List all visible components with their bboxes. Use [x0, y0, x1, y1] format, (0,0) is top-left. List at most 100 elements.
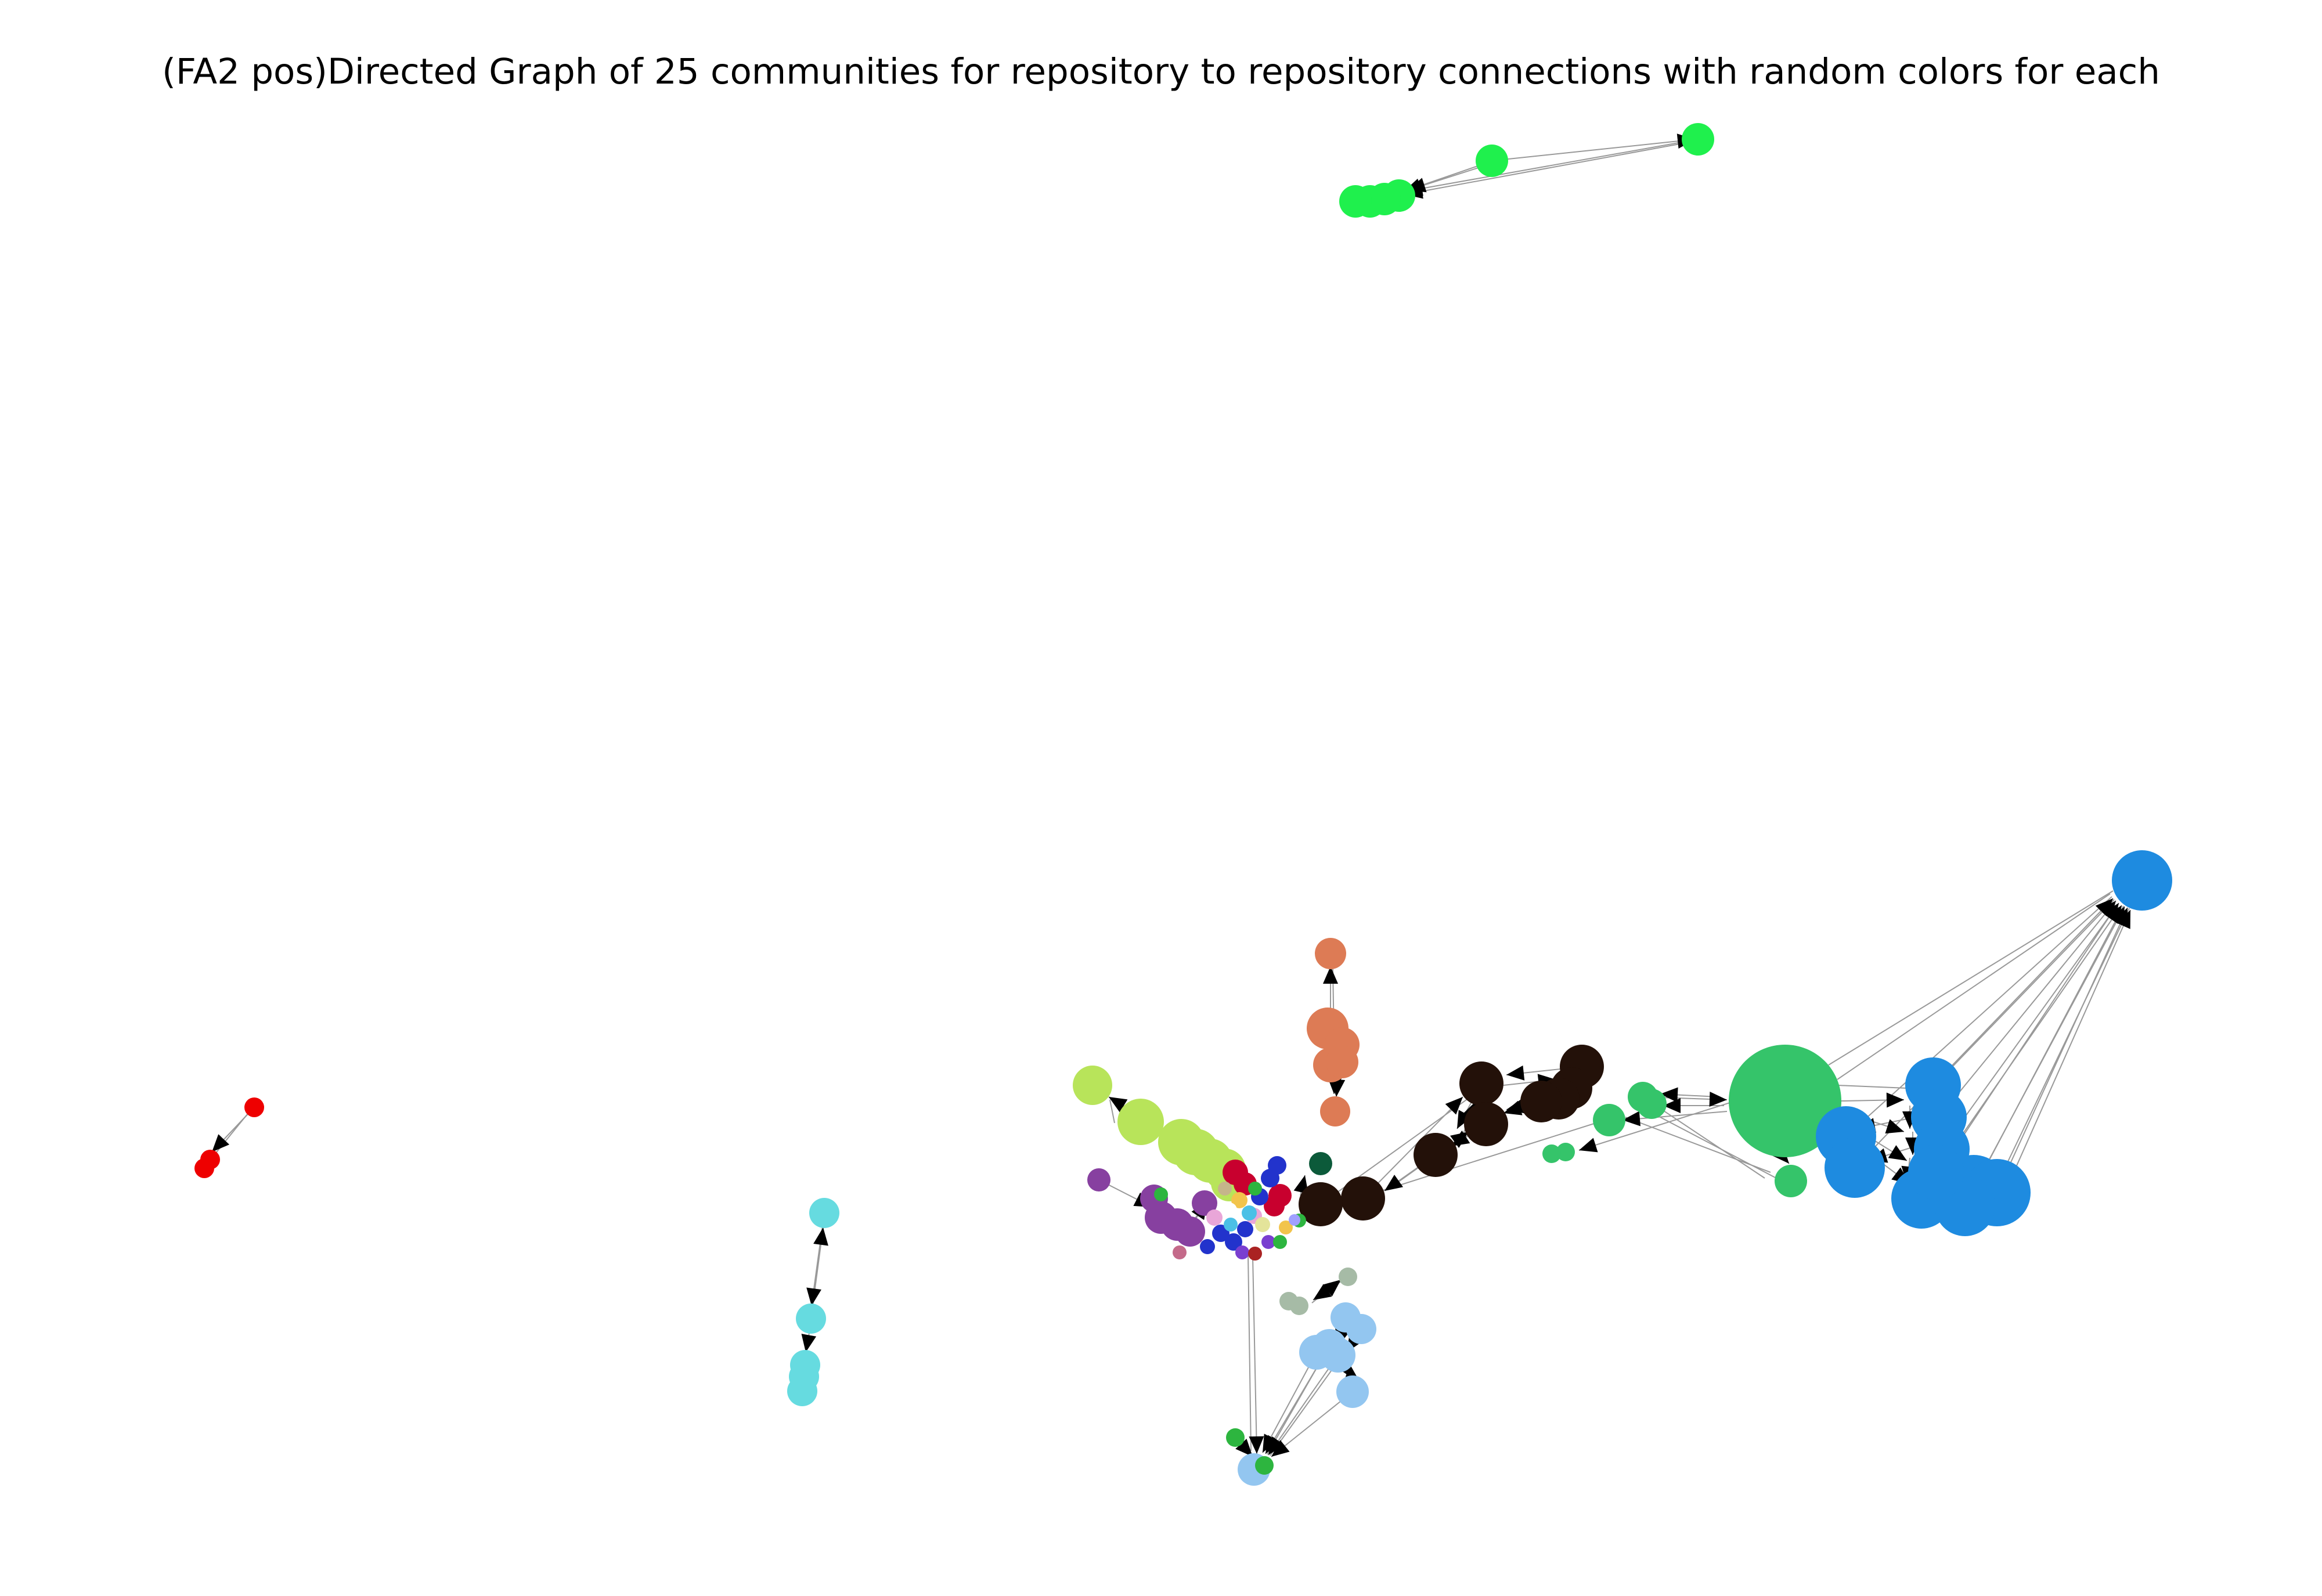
edge-arrowhead: [806, 1287, 821, 1306]
graph-node-blue: [1825, 1138, 1885, 1198]
graph-node-dark-brown: [1341, 1176, 1385, 1221]
graph-edge: [1935, 905, 2122, 1173]
graph-edge: [1625, 1117, 1771, 1173]
graph-node-green-small: [1273, 1235, 1287, 1249]
graph-node-sky: [1242, 1205, 1257, 1221]
graph-edge: [1491, 139, 1696, 161]
graph-node-periwinkle: [1289, 1214, 1300, 1226]
arrows-layer: [212, 133, 2130, 1457]
graph-node-royal-blue: [1212, 1225, 1229, 1242]
graph-node-royal-blue: [1261, 1169, 1279, 1187]
graph-edge: [1932, 898, 2114, 1086]
graph-node-white: [1222, 1203, 1237, 1218]
graph-node-royal-blue: [1237, 1221, 1253, 1237]
figure-title: (FA2 pos)Directed Graph of 25 communitie…: [162, 51, 2160, 92]
graph-node-lime: [1117, 1099, 1164, 1145]
graph-node-cyan: [796, 1303, 826, 1334]
graph-node-sky: [1224, 1218, 1238, 1232]
edge-arrowhead: [1109, 1097, 1128, 1113]
graph-node-cyan: [787, 1376, 817, 1406]
graph-edge: [1941, 902, 2119, 1150]
graph-node-sea-green: [1542, 1144, 1561, 1163]
graph-node-rose: [1173, 1245, 1187, 1259]
graph-node-sea-green: [1729, 1045, 1841, 1157]
graph-node-light-blue: [1346, 1314, 1376, 1344]
graph-node-gold: [1231, 1192, 1247, 1208]
edge-arrowhead: [1249, 1436, 1264, 1454]
graph-edge: [1375, 1120, 1606, 1193]
edge-arrowhead: [1579, 1138, 1598, 1153]
graph-node-pink: [1206, 1209, 1223, 1226]
graph-node-purple: [1175, 1216, 1205, 1247]
graph-node-tan: [1218, 1182, 1232, 1196]
nodes-layer: [194, 123, 2172, 1486]
graph-node-sea-green: [1556, 1143, 1575, 1161]
graph-node-light-blue: [1336, 1375, 1369, 1408]
edge-arrowhead: [1322, 1280, 1341, 1297]
graph-node-grey-green: [1290, 1297, 1308, 1315]
graph-node-orange: [1315, 938, 1346, 969]
graph-node-green-small: [1248, 1182, 1262, 1196]
graph-node-dark-brown: [1520, 1081, 1562, 1122]
graph-node-royal-blue: [1225, 1233, 1242, 1251]
graph-node-dark-green: [1309, 1152, 1332, 1175]
graph-edge: [1837, 893, 2111, 1080]
graph-node-blue: [2112, 850, 2172, 911]
graph-node-dark-brown: [1464, 1102, 1508, 1146]
graph-node-gold: [1279, 1221, 1293, 1234]
graph-node-blue: [1908, 1144, 1964, 1200]
edge-arrowhead: [1235, 1439, 1253, 1457]
graph-edge: [1578, 1102, 1730, 1151]
graph-node-bright-green: [1339, 185, 1372, 218]
edge-arrowhead: [1313, 1284, 1332, 1300]
graph-node-violet: [1235, 1245, 1249, 1259]
graph-edge: [1996, 907, 2128, 1193]
graph-node-green-small: [1154, 1187, 1168, 1201]
graph-node-purple: [1087, 1168, 1110, 1191]
edge-arrowhead: [1660, 1087, 1678, 1103]
graph-node-violet: [1261, 1235, 1275, 1249]
graph-node-sea-green: [1593, 1104, 1625, 1136]
edge-arrowhead: [1886, 1092, 1904, 1108]
edge-arrowhead: [1263, 1433, 1278, 1453]
graph-edge: [1845, 896, 2112, 1137]
edge-arrowhead: [1506, 1099, 1526, 1114]
edge-arrowhead: [212, 1134, 230, 1152]
graph-node-pale-yellow: [1255, 1217, 1270, 1232]
graph-node-light-blue: [1321, 1338, 1355, 1373]
graph-node-orange: [1320, 1096, 1350, 1126]
graph-edge: [1362, 1096, 1463, 1199]
edge-arrowhead: [801, 1334, 817, 1352]
graph-node-red: [194, 1158, 214, 1178]
graph-node-dark-brown: [1459, 1061, 1503, 1106]
edge-arrowhead: [1885, 1119, 1904, 1134]
graph-edge: [1828, 890, 2114, 1066]
edge-arrowhead: [2116, 910, 2130, 929]
graph-edge: [1964, 905, 2124, 1207]
edge-arrowhead: [813, 1227, 828, 1246]
graph-edge: [2002, 908, 2130, 1173]
graph-node-sea-green: [1775, 1165, 1807, 1197]
graph-edge: [1268, 1355, 1339, 1456]
graph-node-cyan: [809, 1198, 839, 1228]
graph-edge: [1252, 1256, 1257, 1454]
graph-edge: [1109, 1099, 1115, 1124]
edge-arrowhead: [1622, 1111, 1640, 1126]
graph-node-green-small: [1226, 1428, 1245, 1447]
graph-node-red: [244, 1097, 264, 1117]
graph-edge: [2008, 909, 2131, 1185]
graph-edge: [1938, 900, 2117, 1118]
graph-node-grey-green: [1339, 1268, 1357, 1286]
graph-node-crimson: [1264, 1196, 1285, 1216]
graph-node-purple: [1192, 1190, 1217, 1216]
graph-node-dark-red: [1248, 1247, 1262, 1261]
graph-node-green-small: [1255, 1456, 1274, 1475]
edge-arrowhead: [1271, 1440, 1290, 1457]
graph-edge: [1404, 139, 1699, 192]
graph-edge: [1660, 1117, 1777, 1179]
graph-node-sea-green: [1636, 1089, 1667, 1119]
edge-arrowhead: [1663, 1098, 1681, 1113]
graph-node-lime: [1073, 1066, 1112, 1105]
edge-arrowhead: [1323, 966, 1338, 984]
